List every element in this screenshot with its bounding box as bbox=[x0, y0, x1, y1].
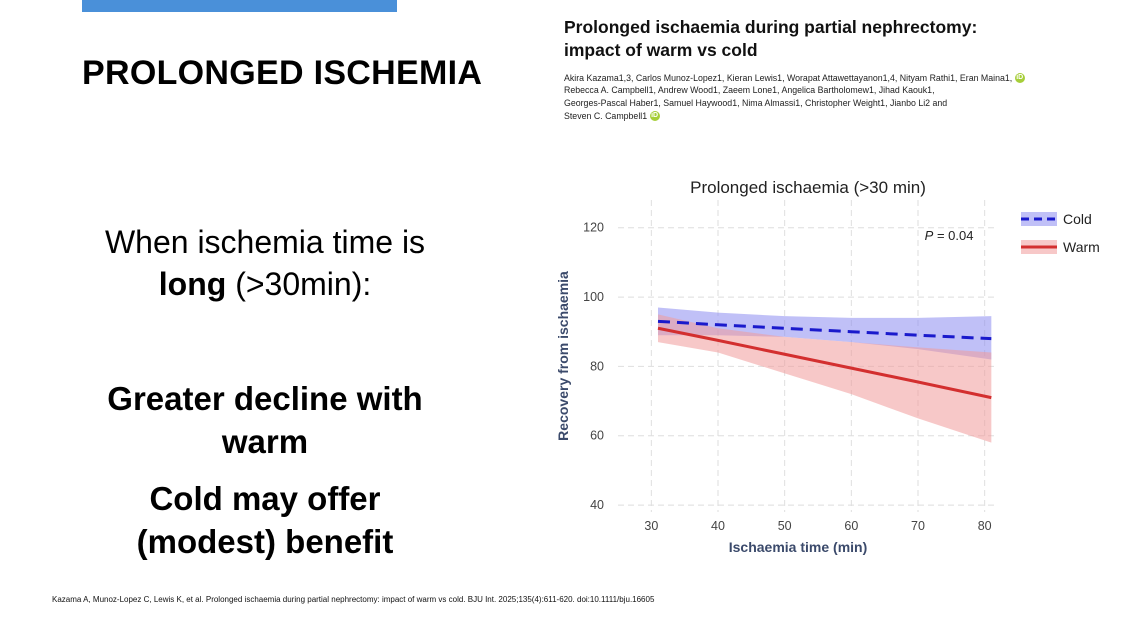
y-axis-label: Recovery from ischaemia bbox=[555, 271, 571, 441]
authors-line2: Rebecca A. Campbell1, Andrew Wood1, Zaee… bbox=[564, 85, 935, 96]
y-tick-label: 40 bbox=[590, 498, 604, 512]
chart-title: Prolonged ischaemia (>30 min) bbox=[690, 178, 926, 197]
chart-container: 30 40 50 60 70 80 40 60 80 100 120 Prolonged ischae… bbox=[548, 172, 1108, 567]
y-tick-label: 100 bbox=[583, 290, 604, 304]
x-tick-label: 70 bbox=[911, 519, 925, 533]
authors-line1: Akira Kazama1,3, Carlos Munoz-Lopez1, Ki… bbox=[564, 72, 1104, 85]
paper-title-line1: Prolonged ischaemia during partial nephr… bbox=[564, 17, 978, 37]
authors-text-4: Steven C. Campbell1 bbox=[564, 110, 648, 121]
slide-title: PROLONGED ISCHEMIA bbox=[82, 54, 483, 92]
recovery-chart: 30 40 50 60 70 80 40 60 80 100 120 Prolonged ischae… bbox=[555, 178, 1100, 555]
point2-line2: (modest) benefit bbox=[136, 522, 394, 560]
x-tick-label: 30 bbox=[644, 519, 658, 533]
y-tick-label: 120 bbox=[583, 221, 604, 235]
x-tick-label: 80 bbox=[978, 519, 992, 533]
p-value: = 0.04 bbox=[933, 228, 973, 243]
x-axis-label: Ischaemia time (min) bbox=[729, 539, 868, 555]
legend-label-warm: Warm bbox=[1063, 239, 1100, 255]
authors-line3: Georges-Pascal Haber1, Samuel Haywood1, … bbox=[564, 98, 948, 108]
paper-authors: Akira Kazama1,3, Carlos Munoz-Lopez1, Ki… bbox=[564, 72, 1104, 123]
point1-line2: warm bbox=[221, 422, 309, 460]
legend-label-cold: Cold bbox=[1063, 211, 1092, 227]
long-keyword: long bbox=[158, 265, 227, 302]
ischemia-long-statement: When ischemia time is long (>30min): bbox=[50, 222, 480, 305]
x-tick-label: 60 bbox=[844, 519, 858, 533]
point-cold-benefit: Cold may offer (modest) benefit bbox=[50, 478, 480, 564]
paper-header: Prolonged ischaemia during partial nephr… bbox=[564, 16, 1104, 123]
point-warm-decline: Greater decline with warm bbox=[50, 378, 480, 464]
authors-text-1: Akira Kazama1,3, Carlos Munoz-Lopez1, Ki… bbox=[564, 72, 1013, 83]
x-tick-label: 50 bbox=[778, 519, 792, 533]
p-value-annotation: P = 0.04 bbox=[925, 228, 974, 243]
orcid-icon: iD bbox=[1014, 73, 1025, 84]
statement-line2-rest: (>30min): bbox=[226, 265, 372, 302]
paper-title-line2: impact of warm vs cold bbox=[564, 39, 758, 60]
point2-line1: Cold may offer bbox=[149, 480, 381, 517]
paper-title: Prolonged ischaemia during partial nephr… bbox=[564, 16, 1104, 62]
citation: Kazama A, Munoz-Lopez C, Lewis K, et al.… bbox=[52, 595, 655, 604]
ci-band-cold bbox=[658, 307, 992, 360]
y-tick-label: 60 bbox=[590, 429, 604, 443]
point1-line1: Greater decline with bbox=[107, 380, 423, 417]
statement-line1: When ischemia time is bbox=[104, 224, 426, 260]
y-tick-label: 80 bbox=[590, 359, 604, 373]
accent-bar bbox=[82, 0, 397, 12]
series-line-warm bbox=[657, 326, 992, 400]
statement-line2: long (>30min): bbox=[50, 264, 480, 306]
x-tick-label: 40 bbox=[711, 519, 725, 533]
series-line-cold bbox=[657, 319, 992, 341]
p-symbol: P bbox=[925, 228, 934, 243]
authors-line4: Steven C. Campbell1 iD bbox=[564, 110, 1104, 123]
orcid-icon: iD bbox=[649, 111, 660, 122]
